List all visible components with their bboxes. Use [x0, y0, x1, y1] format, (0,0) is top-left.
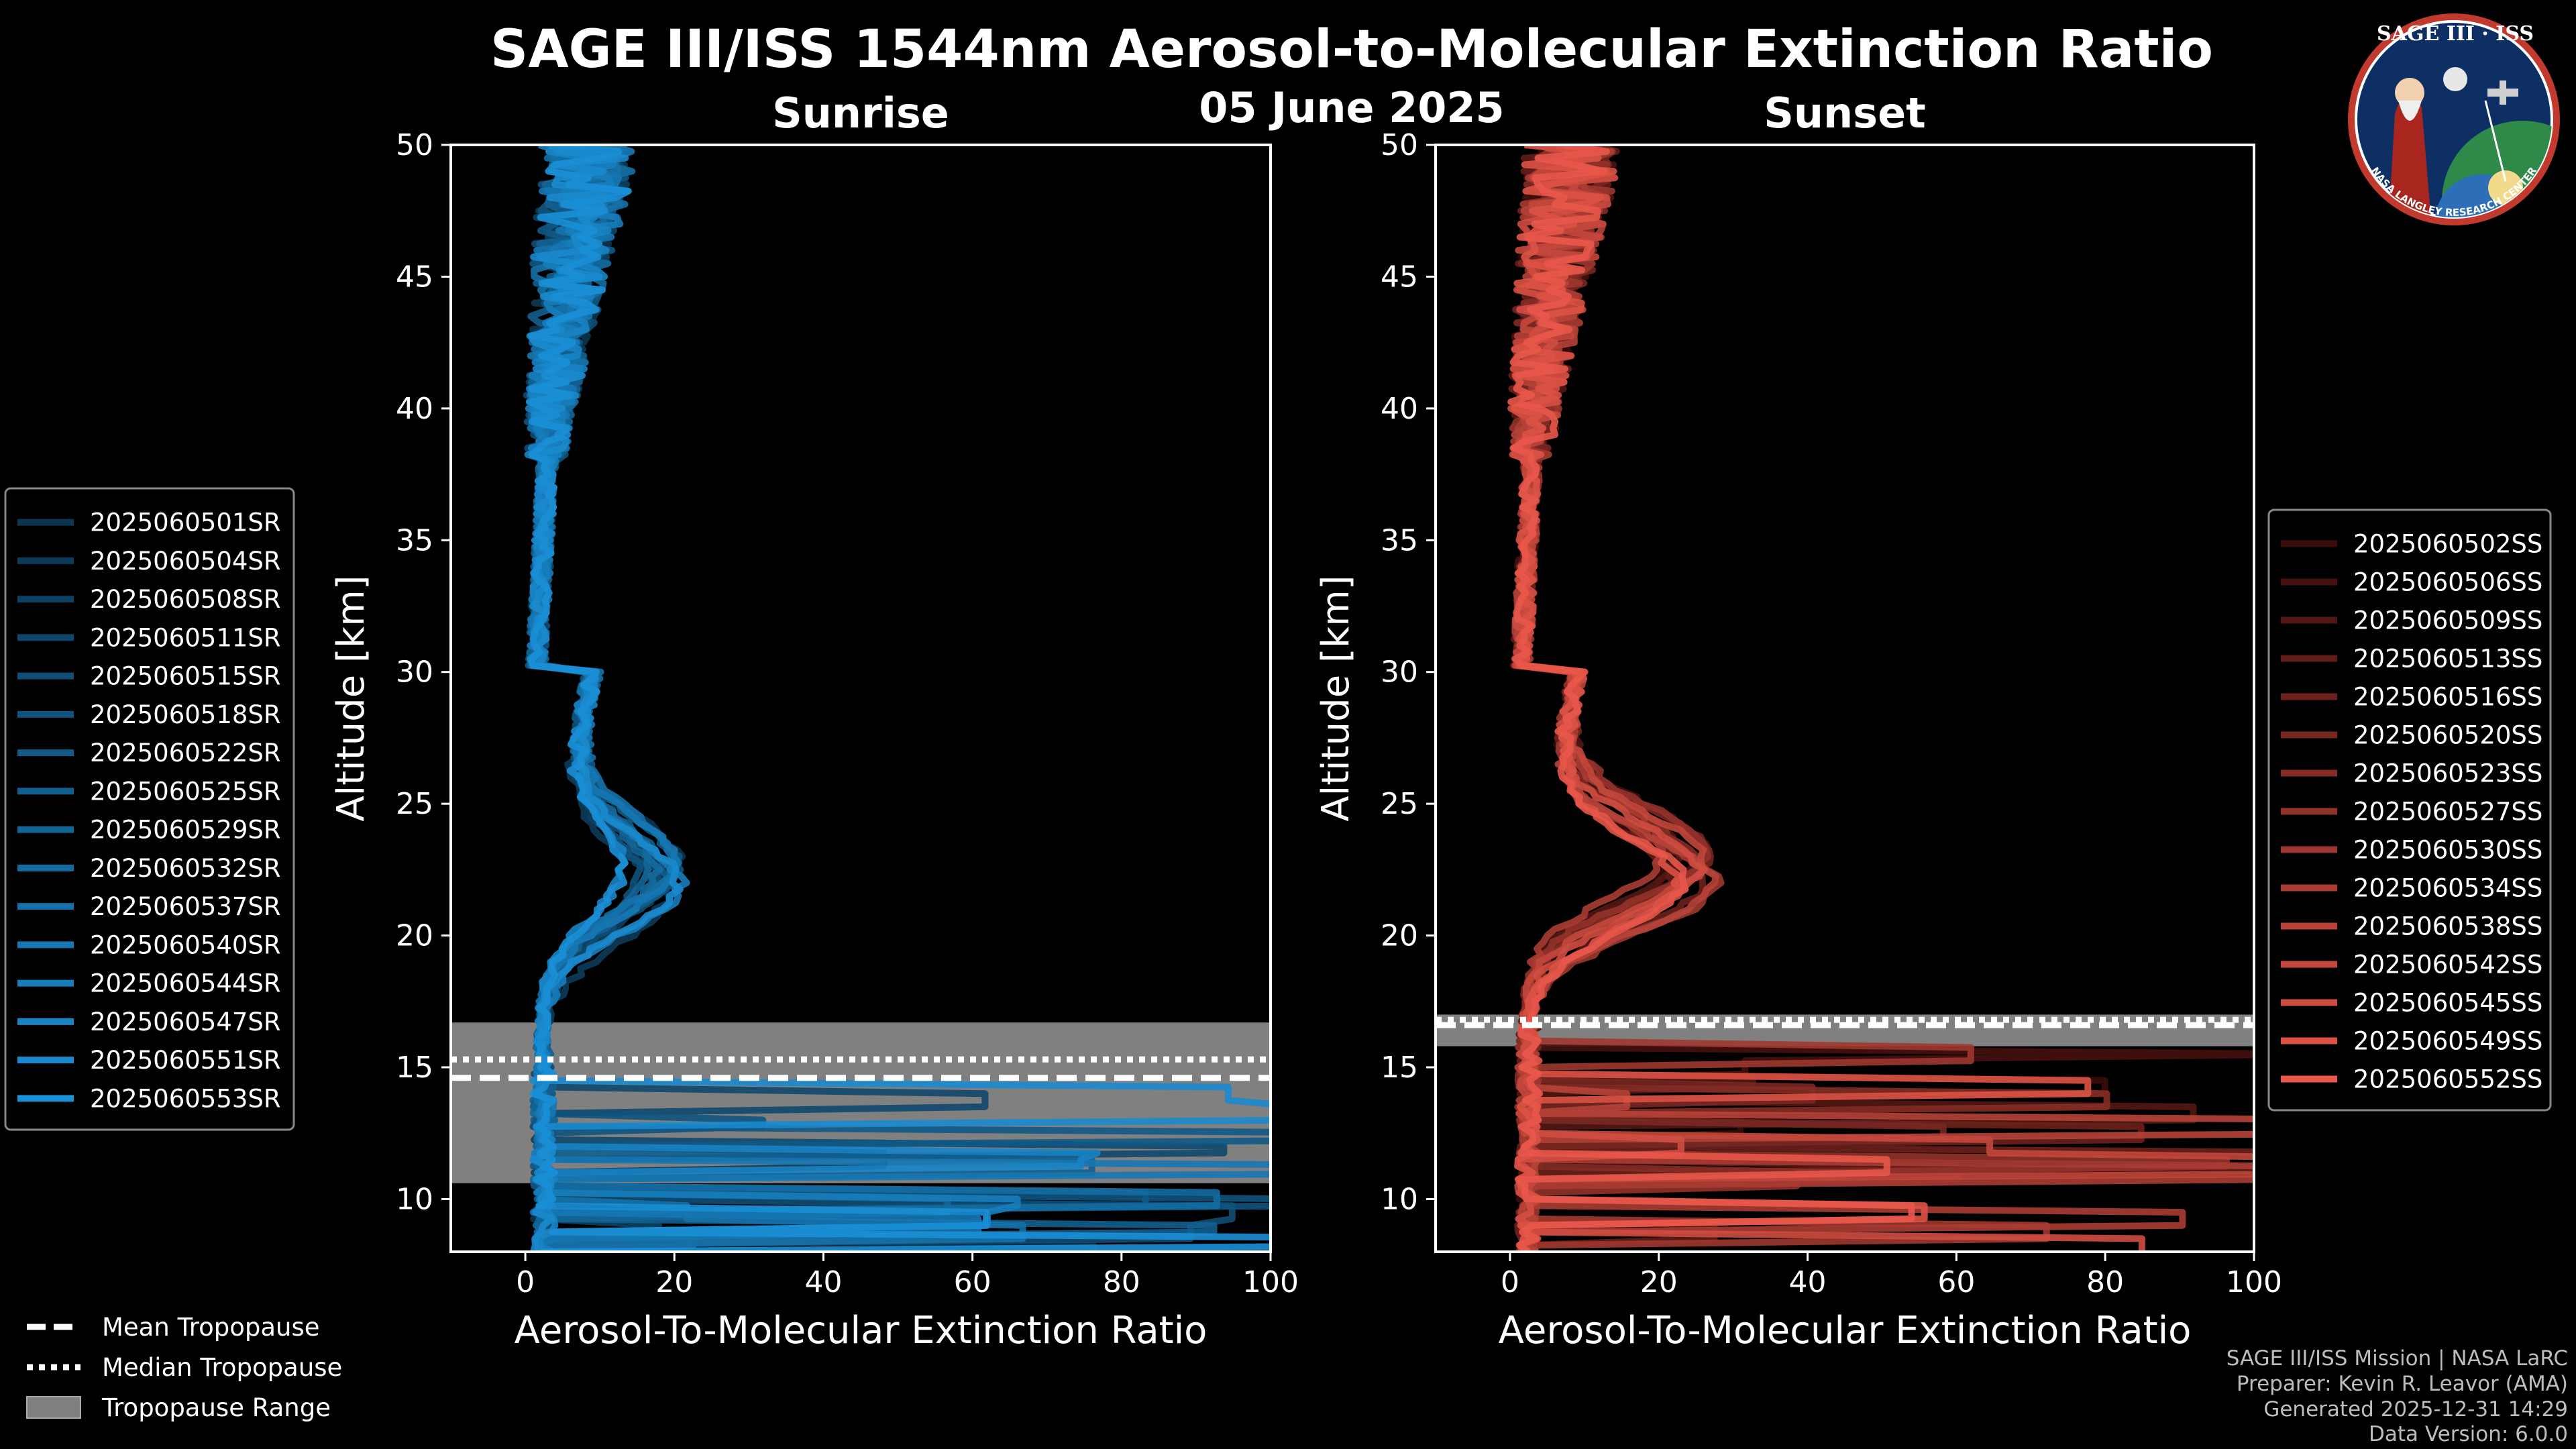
legend-label-2025060529SR: 2025060529SR	[90, 816, 281, 845]
legend-label-2025060520SS: 2025060520SS	[2353, 721, 2542, 750]
legend-label-2025060501SR: 2025060501SR	[90, 508, 281, 537]
legend-label-2025060534SS: 2025060534SS	[2353, 874, 2542, 903]
credit-line-version: Data Version: 6.0.0	[2369, 1422, 2568, 1446]
y-tick-label: 20	[1381, 919, 1418, 953]
y-tick-label: 25	[1381, 787, 1418, 821]
credit-line-preparer: Preparer: Kevin R. Leavor (AMA)	[2237, 1372, 2568, 1396]
legend-label-2025060549SS: 2025060549SS	[2353, 1027, 2542, 1056]
y-tick-label: 15	[396, 1051, 433, 1085]
sunset-x-axis-label: Aerosol-To-Molecular Extinction Ratio	[1499, 1309, 2192, 1352]
legend-label-2025060542SS: 2025060542SS	[2353, 951, 2542, 979]
legend-label-2025060515SR: 2025060515SR	[90, 662, 281, 691]
y-tick-label: 50	[1381, 128, 1418, 162]
profile-line-2025060542SS	[1509, 145, 2254, 1252]
legend-label-2025060540SR: 2025060540SR	[90, 930, 281, 959]
y-tick-label: 40	[396, 392, 433, 426]
sunrise-legend-frame	[4, 487, 295, 1131]
legend-label-2025060511SR: 2025060511SR	[90, 623, 281, 652]
y-tick-label: 25	[396, 787, 433, 821]
x-tick-label: 60	[954, 1265, 991, 1299]
figure-date: 05 June 2025	[1199, 83, 1504, 132]
mission-logo: SAGE III · ISS NASA LANGLEY RESEARCH CEN…	[2348, 13, 2560, 225]
x-tick-label: 40	[1789, 1265, 1827, 1299]
credit-line-generated: Generated 2025-12-31 14:29	[2263, 1397, 2568, 1421]
legend-label-2025060518SR: 2025060518SR	[90, 700, 281, 729]
legend-label-2025060537SR: 2025060537SR	[90, 892, 281, 921]
sunset-axes-frame	[1434, 144, 2255, 1253]
legend-label-2025060538SS: 2025060538SS	[2353, 912, 2542, 941]
credit-line-mission: SAGE III/ISS Mission | NASA LaRC	[2226, 1346, 2568, 1371]
sunrise-panel-title: Sunrise	[772, 89, 949, 138]
x-tick-label: 80	[1103, 1265, 1140, 1299]
sunrise-panel: 0 20 40 60 80 100 10 15 20 25 30 35 40 45 50 Sunrise Aer…	[329, 89, 1299, 1352]
y-tick-label: 15	[1381, 1051, 1418, 1085]
sunrise-axes-frame	[449, 144, 1272, 1253]
legend-label-2025060506SS: 2025060506SS	[2353, 568, 2542, 597]
sunset-panel: 0 20 40 60 80 100 10 15 20 25 30 35 40 45 50 Sunset Aero…	[1314, 89, 2282, 1352]
legend-label-2025060545SS: 2025060545SS	[2353, 989, 2542, 1018]
x-tick-label: 100	[2226, 1265, 2282, 1299]
sunrise-x-axis-label: Aerosol-To-Molecular Extinction Ratio	[515, 1309, 1208, 1352]
x-tick-label: 100	[1242, 1265, 1299, 1299]
y-tick-label: 40	[1381, 392, 1418, 426]
legend-label-2025060522SR: 2025060522SR	[90, 739, 281, 767]
tropopause-range-label: Tropopause Range	[101, 1393, 331, 1422]
sunrise-legend: 2025060501SR 2025060504SR 2025060508SR 2025…	[4, 487, 295, 1131]
median-tropopause-label: Median Tropopause	[102, 1353, 342, 1382]
y-tick-label: 10	[396, 1182, 433, 1216]
legend-label-2025060525SR: 2025060525SR	[90, 777, 281, 806]
x-tick-label: 20	[655, 1265, 693, 1299]
sunset-profile-lines	[1507, 145, 2254, 1252]
legend-label-2025060544SR: 2025060544SR	[90, 969, 281, 998]
legend-label-2025060552SS: 2025060552SS	[2353, 1065, 2542, 1094]
legend-label-2025060504SR: 2025060504SR	[90, 547, 281, 576]
credits-block: SAGE III/ISS Mission | NASA LaRC Prepare…	[2226, 1346, 2568, 1446]
logo-figure-icon	[2388, 95, 2432, 217]
logo-moon-icon	[2443, 67, 2467, 91]
legend-label-2025060516SS: 2025060516SS	[2353, 683, 2542, 712]
legend-label-2025060551SR: 2025060551SR	[90, 1046, 281, 1075]
y-tick-label: 45	[1381, 260, 1418, 294]
x-tick-label: 80	[2086, 1265, 2124, 1299]
mean-tropopause-label: Mean Tropopause	[102, 1313, 320, 1342]
y-tick-label: 20	[396, 919, 433, 953]
sunset-legend-frame	[2267, 508, 2552, 1112]
legend-label-2025060547SR: 2025060547SR	[90, 1008, 281, 1036]
x-tick-label: 60	[1937, 1265, 1975, 1299]
profile-line-2025060552SS	[1507, 145, 1915, 1252]
sunset-panel-title: Sunset	[1764, 89, 1926, 138]
x-tick-label: 0	[1501, 1265, 1519, 1299]
y-tick-label: 35	[1381, 523, 1418, 557]
legend-label-2025060523SS: 2025060523SS	[2353, 759, 2542, 788]
legend-label-2025060553SR: 2025060553SR	[90, 1084, 281, 1113]
legend-label-2025060530SS: 2025060530SS	[2353, 836, 2542, 865]
tropopause-range-swatch	[26, 1396, 81, 1419]
x-tick-label: 40	[804, 1265, 842, 1299]
y-tick-label: 30	[1381, 655, 1418, 690]
legend-label-2025060508SR: 2025060508SR	[90, 585, 281, 614]
figure-title: SAGE III/ISS 1544nm Aerosol-to-Molecular…	[490, 19, 2213, 80]
legend-label-2025060509SS: 2025060509SS	[2353, 606, 2542, 635]
sunset-y-axis-label: Altitude [km]	[1314, 575, 1358, 821]
y-tick-label: 45	[396, 260, 433, 294]
legend-label-2025060513SS: 2025060513SS	[2353, 645, 2542, 674]
logo-title: SAGE III · ISS	[2377, 22, 2534, 46]
legend-label-2025060527SS: 2025060527SS	[2353, 798, 2542, 826]
y-tick-label: 10	[1381, 1182, 1418, 1216]
sunrise-y-axis-label: Altitude [km]	[329, 575, 373, 821]
x-tick-label: 20	[1640, 1265, 1678, 1299]
y-tick-label: 30	[396, 655, 433, 690]
legend-label-2025060532SR: 2025060532SR	[90, 854, 281, 883]
tropopause-legend: Mean Tropopause Median Tropopause Tropop…	[26, 1313, 342, 1422]
legend-label-2025060502SS: 2025060502SS	[2353, 530, 2542, 559]
y-tick-label: 50	[396, 128, 433, 162]
x-tick-label: 0	[516, 1265, 535, 1299]
y-tick-label: 35	[396, 523, 433, 557]
profile-line-2025060553SR	[525, 145, 1271, 1252]
sunset-legend: 2025060502SS 2025060506SS 2025060509SS 2025…	[2267, 508, 2552, 1112]
sunrise-profile-lines	[523, 145, 1271, 1252]
